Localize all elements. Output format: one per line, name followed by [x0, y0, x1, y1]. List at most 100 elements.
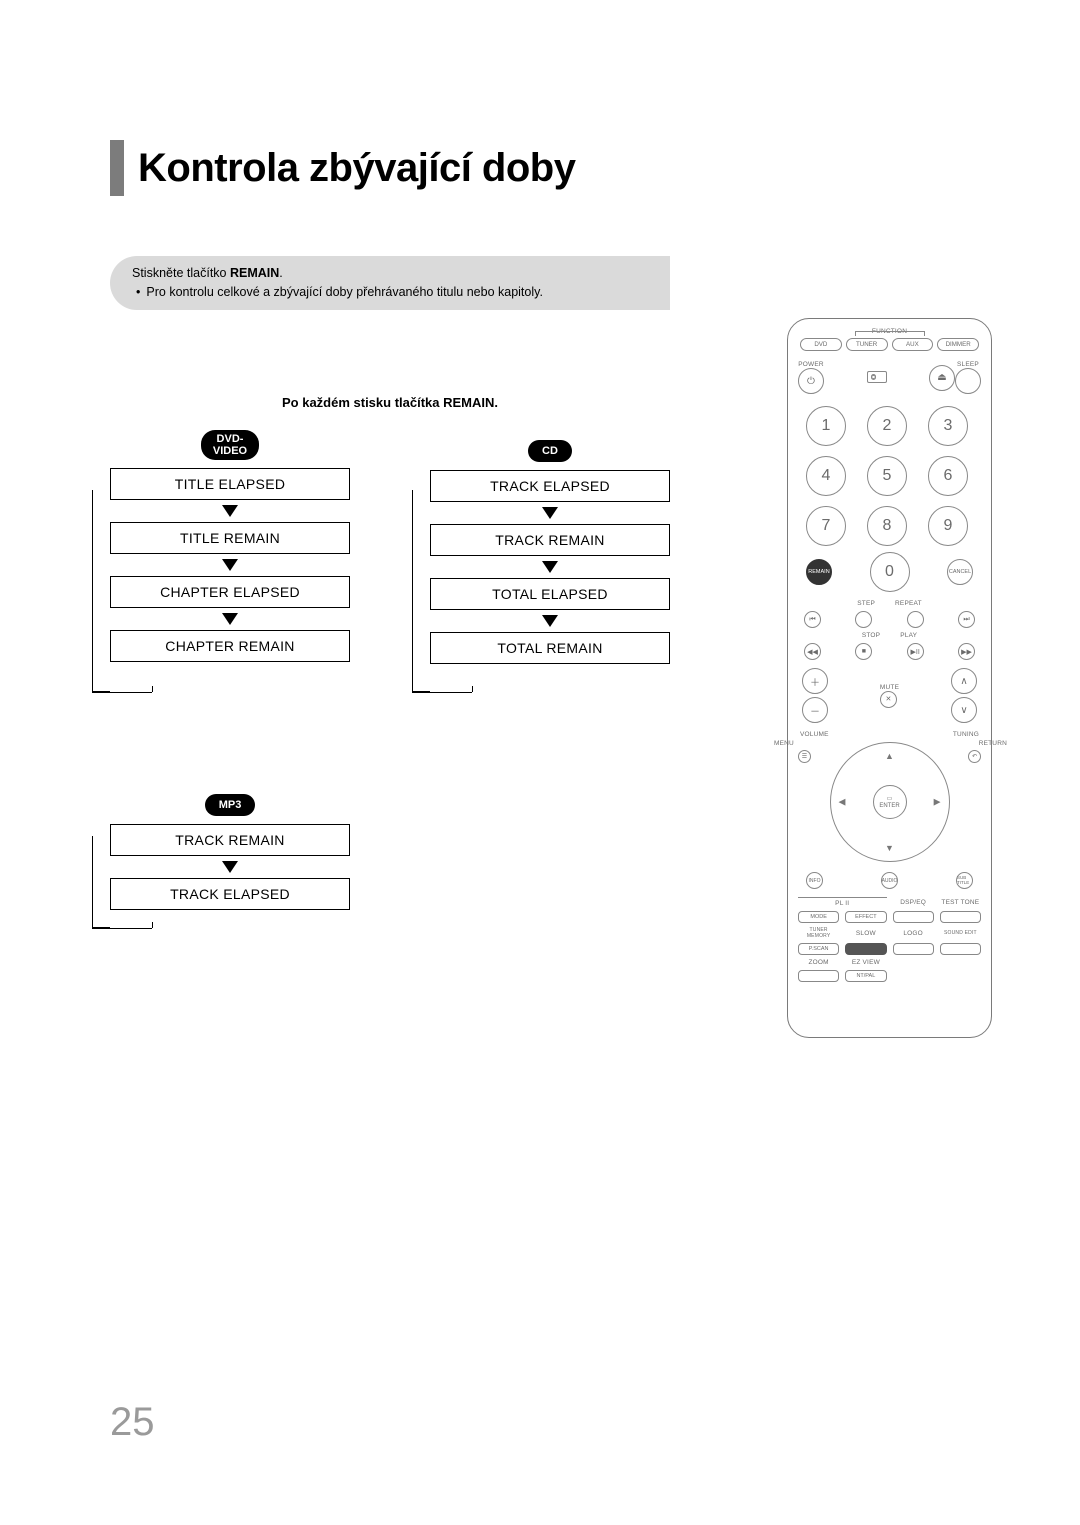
instruction-suffix: .	[279, 266, 282, 280]
number-pad: 1 2 3 4 5 6 7 8 9	[798, 402, 981, 552]
return-button[interactable]: ↶	[968, 750, 981, 763]
vol-tune-labels: VOLUME TUNING	[798, 731, 981, 738]
tuning-down-button[interactable]: ∨	[951, 697, 977, 723]
sleep-button[interactable]	[955, 368, 981, 394]
cd-state-3: TOTAL REMAIN	[430, 632, 670, 664]
mp3-loop-rail	[92, 836, 110, 928]
dvd-button[interactable]: DVD	[800, 338, 842, 351]
digit-7[interactable]: 7	[806, 506, 846, 546]
aux-button[interactable]: AUX	[892, 338, 934, 351]
soundedit-label: SOUND EDIT	[940, 930, 981, 936]
power-row: POWER ⏻ ⏏ SLEEP	[798, 361, 981, 394]
power-button[interactable]: ⏻	[798, 368, 824, 394]
power-label: POWER	[798, 361, 824, 368]
cd-loop-stub	[472, 686, 473, 692]
bottom-button-grid: PL II DSP/EQ TEST TONE MODE EFFECT TUNER…	[798, 897, 981, 982]
enter-icon: ▭	[887, 795, 893, 802]
slow-label: SLOW	[845, 930, 886, 937]
digit-5[interactable]: 5	[867, 456, 907, 496]
sleep-label: SLEEP	[955, 361, 981, 368]
effect-button[interactable]: EFFECT	[845, 911, 886, 923]
digit-2[interactable]: 2	[867, 406, 907, 446]
page-title-block: Kontrola zbývající doby	[110, 140, 1000, 196]
mute-button[interactable]: ✕	[880, 691, 897, 708]
slow-button[interactable]	[845, 943, 886, 955]
digit-6[interactable]: 6	[928, 456, 968, 496]
dvd-pill-line2: VIDEO	[213, 445, 247, 457]
digit-1[interactable]: 1	[806, 406, 846, 446]
menu-button[interactable]: ☰	[798, 750, 811, 763]
remain-row: REMAIN 0 CANCEL	[798, 552, 981, 592]
state-columns: DVD- VIDEO TITLE ELAPSED TITLE REMAIN CH…	[110, 430, 690, 664]
cd-state-1: TRACK REMAIN	[430, 524, 670, 556]
stop-button[interactable]: ■	[855, 643, 872, 660]
dsp-button[interactable]	[893, 911, 934, 923]
pscan-button[interactable]: P.SCAN	[798, 943, 839, 955]
volume-up-button[interactable]: ＋	[802, 668, 828, 694]
tuning-label: TUNING	[953, 731, 979, 738]
mode-button[interactable]: MODE	[798, 911, 839, 923]
tuner-memory-label: TUNER MEMORY	[798, 927, 839, 939]
digit-0[interactable]: 0	[870, 552, 910, 592]
ntpal-button[interactable]: NT/PAL	[845, 970, 886, 982]
dsp-label: DSP/EQ	[893, 899, 934, 906]
arrow-icon	[222, 613, 238, 625]
digit-3[interactable]: 3	[928, 406, 968, 446]
logo-button[interactable]	[893, 943, 934, 955]
digit-4[interactable]: 4	[806, 456, 846, 496]
return-label: RETURN	[979, 740, 1007, 747]
prev-button[interactable]: ⏮	[804, 611, 821, 628]
dvd-state-3: CHAPTER REMAIN	[110, 630, 350, 662]
up-icon: ▲	[885, 751, 894, 761]
instruction-prefix: Stiskněte tlačítko	[132, 266, 230, 280]
eject-button[interactable]: ⏏	[929, 365, 955, 391]
repeat-button[interactable]	[907, 611, 924, 628]
next-button[interactable]: ⏭	[958, 611, 975, 628]
arrow-icon	[222, 505, 238, 517]
left-icon: ◀	[839, 797, 846, 808]
dvd-state-0: TITLE ELAPSED	[110, 468, 350, 500]
instruction-bullet: Pro kontrolu celkové a zbývající doby př…	[150, 283, 650, 302]
instruction-button-word: REMAIN	[230, 266, 279, 280]
testtone-button[interactable]	[940, 911, 981, 923]
audio-button[interactable]: AUDIO	[881, 872, 898, 889]
info-row: INFO AUDIO SUB TITLE	[798, 872, 981, 889]
dpad-region: MENU RETURN ☰ ↶ ▲ ▼ ◀ ▶ ▭ ENTER	[798, 742, 981, 862]
instruction-band: Stiskněte tlačítko REMAIN. Pro kontrolu …	[110, 256, 670, 310]
play-pause-button[interactable]: ▶II	[907, 643, 924, 660]
cd-column: CD TRACK ELAPSED TRACK REMAIN TOTAL ELAP…	[430, 430, 670, 664]
digit-8[interactable]: 8	[867, 506, 907, 546]
remain-button[interactable]: REMAIN	[806, 559, 832, 585]
tuning-up-button[interactable]: ∧	[951, 668, 977, 694]
step-button[interactable]	[855, 611, 872, 628]
right-icon: ▶	[934, 797, 941, 808]
dvd-state-1: TITLE REMAIN	[110, 522, 350, 554]
direction-pad[interactable]: ▲ ▼ ◀ ▶ ▭ ENTER	[830, 742, 950, 862]
dvd-column: DVD- VIDEO TITLE ELAPSED TITLE REMAIN CH…	[110, 430, 350, 664]
stop-label: STOP	[862, 632, 880, 639]
step-label: STEP	[857, 600, 875, 607]
remote-control: FUNCTION DVD TUNER AUX DIMMER POWER ⏻ ⏏ …	[787, 318, 992, 1038]
subtitle-button[interactable]: SUB TITLE	[956, 872, 973, 889]
zoom-button[interactable]	[798, 970, 839, 982]
arrow-icon	[542, 561, 558, 573]
digit-9[interactable]: 9	[928, 506, 968, 546]
info-button[interactable]: INFO	[806, 872, 823, 889]
tuner-button[interactable]: TUNER	[846, 338, 888, 351]
enter-label: ENTER	[879, 803, 899, 809]
cd-loop-rail	[412, 490, 430, 692]
fastfwd-button[interactable]: ▶▶	[958, 643, 975, 660]
soundedit-button[interactable]	[940, 943, 981, 955]
volume-down-button[interactable]: －	[802, 697, 828, 723]
plii-label: PL II	[798, 897, 887, 907]
dimmer-button[interactable]: DIMMER	[937, 338, 979, 351]
mp3-pill: MP3	[205, 794, 256, 816]
enter-button[interactable]: ▭ ENTER	[873, 785, 907, 819]
dvd-state-2: CHAPTER ELAPSED	[110, 576, 350, 608]
rewind-button[interactable]: ◀◀	[804, 643, 821, 660]
cancel-button[interactable]: CANCEL	[947, 559, 973, 585]
function-row: DVD TUNER AUX DIMMER	[798, 338, 981, 351]
mp3-column: MP3 TRACK REMAIN TRACK ELAPSED	[110, 794, 350, 910]
ezview-label: EZ VIEW	[845, 959, 886, 966]
mp3-state-0: TRACK REMAIN	[110, 824, 350, 856]
